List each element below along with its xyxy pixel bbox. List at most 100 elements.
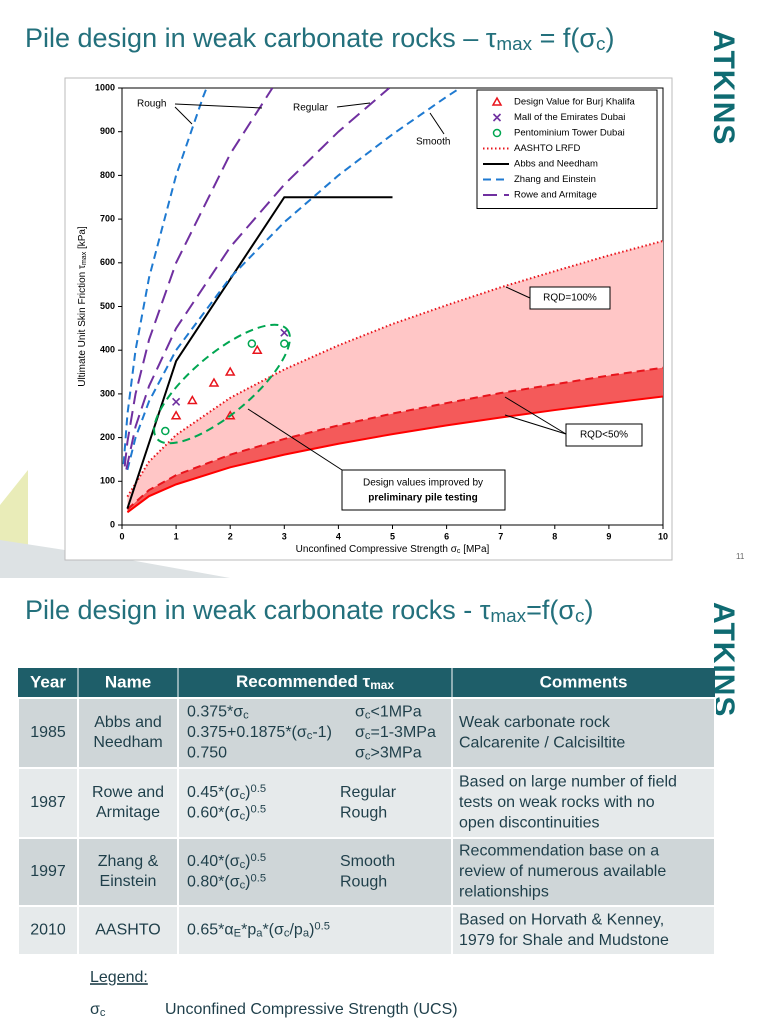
arrow <box>504 414 567 435</box>
text-run: ) <box>245 784 250 801</box>
subscript: a <box>256 927 263 939</box>
subscript: c <box>240 789 246 801</box>
text-run: ) <box>245 853 250 870</box>
text-run: Pile design in weak carbonate rocks - τ <box>25 595 491 625</box>
name-line: Needham <box>93 734 162 751</box>
text-run: 0.40*(σ <box>187 853 240 870</box>
formula: 0.40*(σc​)0.5​ <box>187 852 266 871</box>
text-run: Recommended τ <box>236 672 371 691</box>
superscript: 0.5 <box>251 852 267 864</box>
text-run: ) <box>606 23 615 53</box>
marker <box>208 377 220 387</box>
text-run: 0.45*(σ <box>187 784 240 801</box>
text-run: Ultimate Unit Skin Friction τ <box>77 265 88 387</box>
condition: σc​=1-3MPa <box>355 724 436 741</box>
legend-symbol: σc​ <box>90 1001 106 1018</box>
text-run: =1-3MPa <box>370 724 435 741</box>
text-run: Rough <box>340 873 387 890</box>
marker <box>172 397 181 406</box>
subscript: max <box>81 251 88 265</box>
column-header: Comments <box>540 672 628 691</box>
y-tick-label: 700 <box>100 213 115 223</box>
comments-line: Calcarenite / Calcisiltite <box>459 734 625 751</box>
condition: σc​<1MPa <box>355 704 422 721</box>
comments-line: Recommendation base on a <box>459 843 659 860</box>
x-tick-label: 10 <box>658 531 668 541</box>
year-cell: 2010 <box>30 922 66 939</box>
text-run: *(σ <box>262 922 284 939</box>
text-run: >3MPa <box>370 745 421 762</box>
subscript: c <box>240 858 246 870</box>
x-tick-label: 0 <box>119 531 124 541</box>
legend-label: Design Value for Burj Khalifa <box>514 97 635 108</box>
line-series <box>126 239 663 498</box>
name-line: AASHTO <box>95 922 161 939</box>
annotation: RQD<50% <box>580 430 628 441</box>
band-area <box>127 240 663 510</box>
formula: 0.60*(σc​)0.5​ <box>187 803 266 822</box>
comments-line: review of numerous available <box>459 863 666 880</box>
formula: 0.80*(σc​)0.5​ <box>187 872 266 891</box>
subscript: c <box>240 810 246 822</box>
marker <box>492 128 502 138</box>
y-tick-label: 200 <box>100 432 115 442</box>
x-tick-label: 1 <box>174 531 179 541</box>
annotation: RQD=100% <box>543 293 597 304</box>
text-run: 0.65*α <box>187 922 234 939</box>
year-cell: 1997 <box>30 863 66 880</box>
x-tick-label: 7 <box>498 531 503 541</box>
marker <box>247 339 257 348</box>
table-row <box>17 767 716 839</box>
line-series <box>122 88 208 465</box>
subscript: c <box>575 606 584 627</box>
series-layer <box>122 88 663 514</box>
text-run: ) <box>245 873 250 890</box>
text-run: σ <box>355 704 365 721</box>
subscript: c <box>100 1007 106 1019</box>
condition: Regular <box>340 784 397 801</box>
y-tick-label: 800 <box>100 170 115 180</box>
column-header: Recommended τmax​ <box>236 672 394 692</box>
condition: Rough <box>340 804 387 821</box>
comments-line: Based on Horvath & Kenney, <box>459 911 664 928</box>
comments-line: tests on weak rocks with no <box>459 794 655 811</box>
arrow <box>174 106 193 125</box>
text-run: ) <box>245 804 250 821</box>
y-tick-label: 600 <box>100 257 115 267</box>
legend-label: Zhang and Einstein <box>514 174 596 185</box>
text-run: Rough <box>340 804 387 821</box>
text-run: [MPa] <box>460 544 489 555</box>
legend-label: AASHTO LRFD <box>514 143 580 154</box>
formula: 0.375*σc​ <box>187 704 249 721</box>
text-run: -1) <box>312 724 332 741</box>
subscript: max <box>370 678 394 692</box>
x-tick-label: 3 <box>282 531 287 541</box>
name-line: Abbs and <box>94 714 162 731</box>
superscript: 0.5 <box>251 872 267 884</box>
arrow <box>504 396 567 435</box>
text-run: =f(σ <box>526 595 575 625</box>
text-run: Regular <box>340 784 397 801</box>
legend-title: Legend: <box>90 969 148 986</box>
subscript: a <box>303 927 310 939</box>
subscript: max <box>496 34 532 55</box>
line-series <box>126 88 461 471</box>
slide-title: Pile design in weak carbonate rocks - τm… <box>25 595 593 627</box>
legend-label: Abbs and Needham <box>514 159 598 170</box>
marker <box>170 410 182 420</box>
subscript: c <box>457 548 461 555</box>
x-tick-label: 6 <box>444 531 449 541</box>
marker <box>161 426 170 436</box>
superscript: 0.5 <box>251 783 267 795</box>
y-tick-label: 400 <box>100 345 115 355</box>
subscript: c <box>243 709 249 721</box>
formula: 0.65*αE​*pa​*(σc​/pa​)0.5​ <box>187 921 330 940</box>
legend-label: Mall of the Emirates Dubai <box>514 112 625 123</box>
subscript: max <box>490 606 526 627</box>
superscript: 0.5 <box>251 803 267 815</box>
subscript: c <box>284 927 290 939</box>
band-area <box>127 367 663 513</box>
arrow <box>429 112 445 135</box>
text-run: 0.750 <box>187 745 227 762</box>
